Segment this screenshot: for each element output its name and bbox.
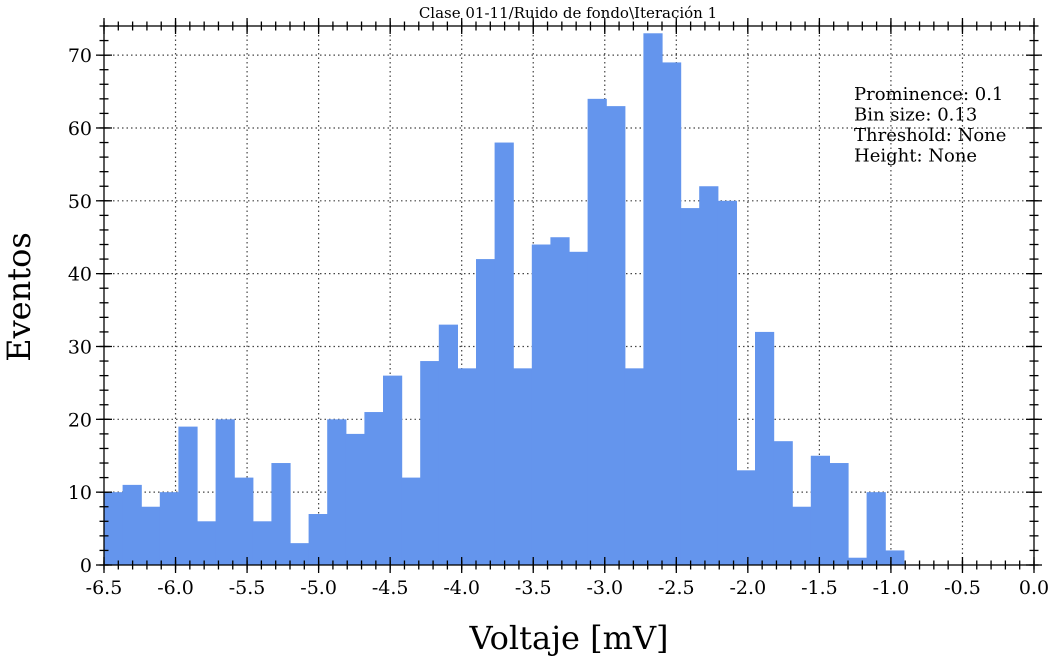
histogram-bar <box>234 477 254 565</box>
annotation-box: Prominence: 0.1 Bin size: 0.13 Threshold… <box>854 84 1006 167</box>
histogram-bar <box>457 368 477 565</box>
histogram-bar <box>866 492 886 565</box>
histogram-bar <box>178 426 198 565</box>
x-tick-label: -6.5 <box>86 577 123 599</box>
annotation-prominence: Prominence: 0.1 <box>854 84 1003 105</box>
y-tick-label: 10 <box>68 482 92 504</box>
x-tick-label: -0.5 <box>944 577 981 599</box>
y-tick-label: 30 <box>68 336 92 358</box>
histogram-bar <box>271 463 291 565</box>
histogram-bar <box>792 506 812 565</box>
annotation-threshold: Threshold: None <box>854 125 1006 146</box>
histogram-bar <box>755 331 775 565</box>
histogram-bar <box>662 62 682 566</box>
x-tick-label: 0.0 <box>1019 577 1049 599</box>
histogram-bar <box>848 557 868 565</box>
histogram-bar <box>736 470 756 565</box>
histogram-bar <box>773 441 793 565</box>
histogram-bar <box>476 259 496 565</box>
x-tick-label: -3.0 <box>586 577 623 599</box>
plot-frame <box>103 25 1035 566</box>
x-tick-label: -5.0 <box>300 577 337 599</box>
histogram-bar <box>810 455 830 565</box>
histogram-bar <box>252 521 272 565</box>
x-tick-label: -3.5 <box>515 577 552 599</box>
histogram-bar <box>215 419 235 565</box>
histogram-bar <box>606 106 626 566</box>
x-tick-label: -4.0 <box>443 577 480 599</box>
histogram-bar <box>829 463 849 565</box>
y-tick-label: 0 <box>80 555 92 577</box>
y-tick-label: 60 <box>68 118 92 140</box>
histogram-bar <box>364 412 384 565</box>
histogram-bar <box>159 492 179 565</box>
histogram-bar <box>308 514 328 565</box>
bars-layer <box>104 33 905 566</box>
y-tick-label: 50 <box>68 191 92 213</box>
histogram-bar <box>104 492 124 565</box>
histogram-bar <box>438 324 458 565</box>
y-tick-label: 40 <box>68 264 92 286</box>
annotation-height: Height: None <box>854 146 977 167</box>
histogram-bar <box>141 506 161 565</box>
histogram-bar <box>327 419 347 565</box>
histogram-bar <box>122 484 142 565</box>
x-tick-label: -2.0 <box>730 577 767 599</box>
chart-title: Clase 01-11/Ruido de fondo\Iteración 1 <box>419 4 717 22</box>
histogram-bar <box>569 251 589 565</box>
histogram-bar <box>197 521 217 565</box>
histogram-bar <box>420 361 440 565</box>
histogram-bar <box>885 550 905 565</box>
histogram-bar <box>587 98 607 566</box>
tick-labels-layer: -6.5 -6.0 -5.5 -5.0 -4.5 -4.0 -3.5 -3.0 -2.5 -2.0… <box>68 45 1049 599</box>
histogram-bar <box>550 237 570 565</box>
y-tick-label: 70 <box>68 45 92 67</box>
histogram-bar <box>345 433 365 565</box>
x-tick-label: -6.0 <box>157 577 194 599</box>
x-tick-label: -2.5 <box>658 577 695 599</box>
annotation-bin-size: Bin size: 0.13 <box>854 105 977 126</box>
histogram-bar <box>290 543 310 565</box>
x-tick-label: -4.5 <box>372 577 409 599</box>
histogram-bar <box>717 200 737 566</box>
x-tick-label: -1.5 <box>801 577 838 599</box>
histogram-bar <box>699 186 719 566</box>
histogram-bar <box>531 244 551 565</box>
x-axis-label: Voltaje [mV] <box>468 619 668 657</box>
x-tick-label: -1.0 <box>873 577 910 599</box>
histogram-bar <box>624 368 644 565</box>
histogram-bar <box>513 368 533 565</box>
y-axis-label: Eventos <box>0 232 38 362</box>
histogram-bar <box>383 375 403 565</box>
ticks-layer <box>96 18 1042 573</box>
histogram-bar <box>401 477 421 565</box>
x-tick-label: -5.5 <box>229 577 266 599</box>
histogram-bar <box>643 33 663 565</box>
histogram-bar <box>494 142 514 566</box>
y-tick-label: 20 <box>68 409 92 431</box>
histogram-bar <box>680 208 700 565</box>
